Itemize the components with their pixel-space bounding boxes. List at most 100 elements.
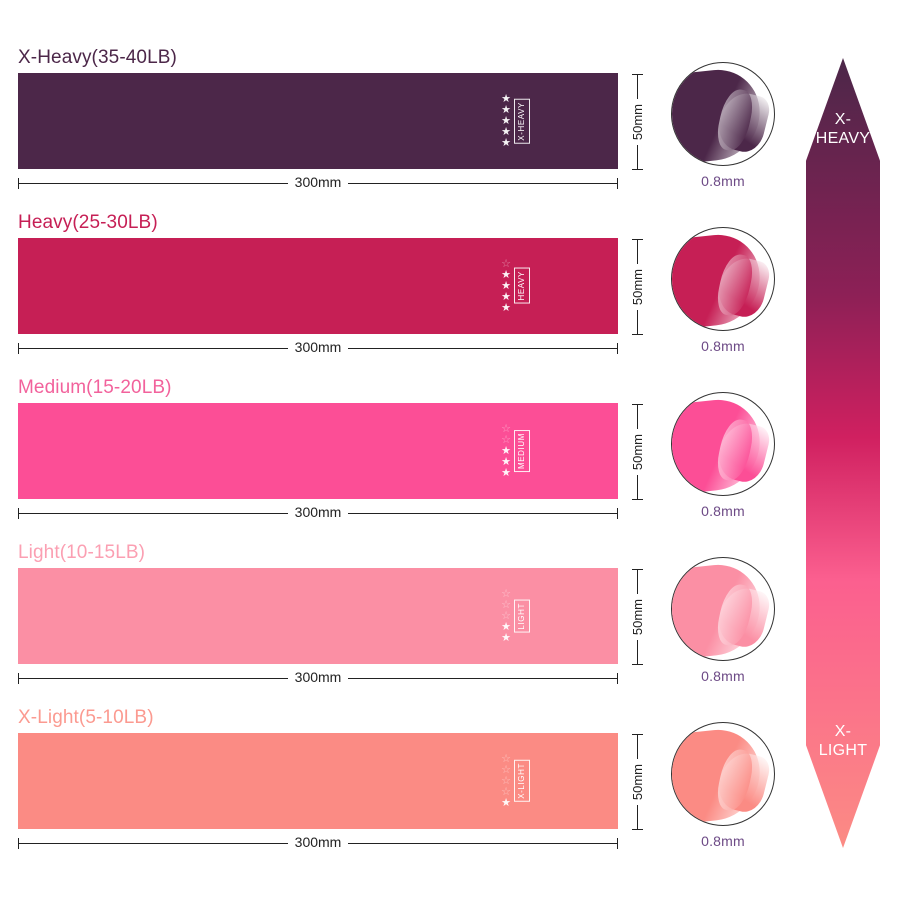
- dimension-line: [348, 182, 617, 184]
- width-dimension-label: 300mm: [294, 834, 342, 850]
- dimension-line: [19, 182, 288, 184]
- band-mark-label: LIGHT: [514, 599, 530, 633]
- star-rating: ★ ★ ★ ★ ★: [501, 93, 511, 149]
- band-mark-label: X-LIGHT: [514, 760, 530, 802]
- band-block: X-Light(5-10LB) ☆ ☆ ☆ ☆ ★ X-LIGHT: [18, 708, 618, 829]
- width-dimension: 300mm: [18, 833, 618, 853]
- height-dimension: 50mm: [624, 239, 650, 335]
- thickness-callout: 0.8mm: [668, 227, 778, 354]
- height-dimension-label: 50mm: [629, 763, 645, 801]
- dimension-end-cap: [18, 507, 19, 519]
- arrow-gradient-body: [806, 58, 880, 848]
- band-title: Heavy(25-30LB): [18, 212, 158, 233]
- height-dimension-label: 50mm: [629, 433, 645, 471]
- star-filled-icon: ★: [501, 280, 511, 292]
- dimension-end-cap: [631, 829, 643, 830]
- star-filled-icon: ★: [501, 445, 511, 457]
- star-filled-icon: ★: [501, 621, 511, 633]
- star-rating: ☆ ☆ ☆ ★ ★: [501, 588, 511, 644]
- arrow-top-label-line2: HEAVY: [815, 130, 871, 147]
- star-filled-icon: ★: [501, 467, 511, 479]
- star-hollow-icon: ☆: [501, 434, 511, 446]
- star-rating: ☆ ☆ ★ ★ ★: [501, 423, 511, 479]
- star-filled-icon: ★: [501, 104, 511, 116]
- star-hollow-icon: ☆: [501, 764, 511, 776]
- dimension-end-cap: [631, 404, 643, 405]
- band-rating-marks: ☆ ☆ ★ ★ ★ MEDIUM: [501, 423, 530, 479]
- band-block: Light(10-15LB) ☆ ☆ ☆ ★ ★ LIGHT: [18, 543, 618, 664]
- band-strip: ☆ ☆ ☆ ★ ★ LIGHT: [18, 568, 618, 664]
- dimension-end-cap: [631, 239, 643, 240]
- band-strip: ★ ★ ★ ★ ★ X-HEAVY: [18, 73, 618, 169]
- thickness-magnifier-circle: [671, 62, 775, 166]
- dimension-end-cap: [18, 177, 19, 189]
- resistance-scale-arrow: X- HEAVY X- LIGHT: [806, 58, 880, 848]
- thickness-label: 0.8mm: [701, 833, 745, 849]
- star-filled-icon: ★: [501, 115, 511, 127]
- band-block: Medium(15-20LB) ☆ ☆ ★ ★ ★ MEDIUM: [18, 378, 618, 499]
- band-strip: ☆ ☆ ★ ★ ★ MEDIUM: [18, 403, 618, 499]
- star-filled-icon: ★: [501, 632, 511, 644]
- star-filled-icon: ★: [501, 269, 511, 281]
- height-dimension: 50mm: [624, 734, 650, 830]
- band-block: Heavy(25-30LB) ☆ ★ ★ ★ ★ HEAVY: [18, 213, 618, 334]
- dimension-end-cap: [631, 734, 643, 735]
- star-filled-icon: ★: [501, 137, 511, 149]
- dimension-line: [636, 240, 638, 264]
- dimension-end-cap: [631, 169, 643, 170]
- star-hollow-icon: ☆: [501, 599, 511, 611]
- band-mark-label: MEDIUM: [514, 429, 530, 473]
- height-dimension-label: 50mm: [629, 598, 645, 636]
- width-dimension: 300mm: [18, 338, 618, 358]
- band-title: X-Light(5-10LB): [18, 707, 154, 728]
- width-dimension: 300mm: [18, 668, 618, 688]
- arrow-bottom-label-line2: LIGHT: [818, 742, 868, 759]
- star-filled-icon: ★: [501, 93, 511, 105]
- dimension-end-cap: [631, 569, 643, 570]
- band-strip: ☆ ★ ★ ★ ★ HEAVY: [18, 238, 618, 334]
- dimension-end-cap: [631, 74, 643, 75]
- height-dimension: 50mm: [624, 74, 650, 170]
- thickness-callout: 0.8mm: [668, 392, 778, 519]
- star-rating: ☆ ☆ ☆ ☆ ★: [501, 754, 511, 809]
- thickness-label: 0.8mm: [701, 668, 745, 684]
- star-hollow-icon: ☆: [501, 588, 511, 600]
- band-rating-marks: ☆ ★ ★ ★ ★ HEAVY: [501, 259, 530, 314]
- dimension-end-cap: [631, 499, 643, 500]
- dimension-line: [348, 347, 617, 349]
- star-filled-icon: ★: [501, 797, 511, 809]
- arrow-bottom-label: X- LIGHT: [806, 722, 880, 760]
- band-mark-label: X-HEAVY: [514, 98, 530, 144]
- height-dimension-label: 50mm: [629, 103, 645, 141]
- star-hollow-icon: ☆: [501, 423, 511, 435]
- star-rating: ☆ ★ ★ ★ ★: [501, 259, 511, 314]
- thickness-label: 0.8mm: [701, 503, 745, 519]
- band-block: X-Heavy(35-40LB) ★ ★ ★ ★ ★ X-HEAVY: [18, 48, 618, 169]
- band-rating-marks: ☆ ☆ ☆ ☆ ★ X-LIGHT: [501, 754, 530, 809]
- dimension-end-cap: [617, 837, 618, 849]
- thickness-magnifier-circle: [671, 392, 775, 496]
- dimension-end-cap: [617, 672, 618, 684]
- star-hollow-icon: ☆: [501, 610, 511, 622]
- thickness-label: 0.8mm: [701, 173, 745, 189]
- dimension-line: [636, 805, 638, 829]
- width-dimension-label: 300mm: [294, 504, 342, 520]
- star-filled-icon: ★: [501, 126, 511, 138]
- thickness-callout: 0.8mm: [668, 557, 778, 684]
- dimension-end-cap: [617, 507, 618, 519]
- arrow-top-label: X- HEAVY: [806, 110, 880, 148]
- dimension-end-cap: [631, 664, 643, 665]
- band-title: Light(10-15LB): [18, 542, 146, 563]
- dimension-line: [348, 677, 617, 679]
- band-title: X-Heavy(35-40LB): [18, 47, 177, 68]
- dimension-line: [636, 475, 638, 499]
- dimension-line: [636, 310, 638, 334]
- thickness-callout: 0.8mm: [668, 722, 778, 849]
- dimension-line: [636, 145, 638, 169]
- dimension-line: [636, 75, 638, 99]
- width-dimension-label: 300mm: [294, 174, 342, 190]
- dimension-line: [636, 405, 638, 429]
- dimension-line: [19, 842, 288, 844]
- width-dimension: 300mm: [18, 173, 618, 193]
